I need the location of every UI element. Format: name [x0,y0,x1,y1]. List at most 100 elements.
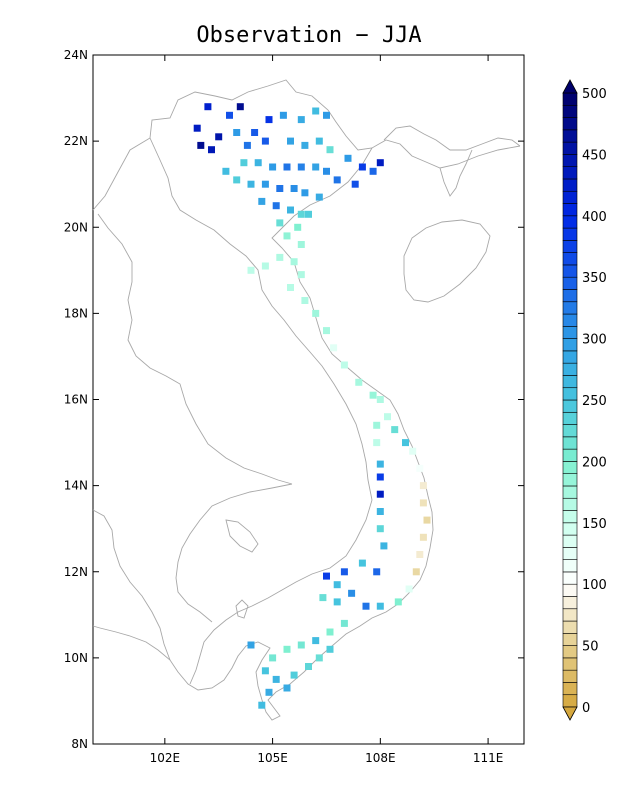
colorbar-label: 50 [582,640,599,655]
station-marker [290,258,298,266]
station-marker [376,473,384,481]
thailand-gulf-coast [92,509,171,661]
station-marker [204,103,212,111]
station-marker [193,124,201,132]
station-marker [265,688,273,696]
station-marker [287,137,294,145]
station-marker [297,210,305,218]
colorbar-segment [562,276,578,290]
station-marker [369,167,377,175]
station-marker [373,568,381,576]
colorbar-segment [562,240,578,253]
colorbar-segment [562,645,578,659]
station-marker [283,163,291,171]
station-marker [416,464,424,472]
lat-tick-label: 10N [64,651,88,665]
colorbar-segment [562,448,578,462]
station-marker [380,542,388,550]
station-marker [376,490,384,498]
colorbar-segment [562,633,578,646]
station-marker [394,598,402,606]
station-marker [373,439,381,447]
colorbar-segment [562,264,578,278]
station-marker [340,619,348,627]
station-marker [283,645,291,653]
map-title: Observation − JJA [196,23,421,48]
leizhou-peninsula [439,149,473,197]
china-south-coast [383,125,521,151]
colorbar-segment [562,682,578,696]
station-marker [402,439,409,447]
station-marker [323,167,330,175]
station-marker [258,197,266,205]
colorbar-segment [562,596,578,610]
tonle-sap [225,519,259,553]
colorbar: 0 50 100 150 200 250 300 350 400 450 500 [562,79,607,721]
colorbar-segment [562,104,578,118]
station-marker [251,129,259,136]
cambodia-border [175,483,373,685]
colorbar-segment [562,215,578,229]
station-marker [326,645,334,653]
station-marker [333,581,341,589]
station-marker [384,413,391,421]
station-marker [261,180,269,188]
station-marker [290,671,298,679]
colorbar-label: 150 [582,517,607,532]
lat-tick-label: 8N [71,737,88,751]
colorbar-max-arrow [562,79,578,94]
station-marker [272,202,280,210]
colorbar-segment [562,338,578,352]
colorbar-segment [562,301,578,315]
station-marker [254,159,262,167]
colorbar-segment [562,166,578,180]
station-marker [276,253,284,261]
station-marker [208,146,215,154]
station-marker [283,232,291,240]
map-axes: 24N 22N 20N 18N 16N 14N 12N 10N 8N 102E 105E 108E 11… [64,48,524,765]
station-marker [419,482,427,490]
station-marker [258,701,266,709]
station-marker [305,210,312,218]
station-marker [376,525,384,533]
colorbar-segment [562,227,578,241]
station-marker [294,223,302,231]
station-marker [261,667,269,675]
colorbar-segment [562,387,578,401]
map-frame [92,54,525,745]
colorbar-segment [562,436,578,450]
station-marker [247,266,255,274]
colorbar-segment [562,473,578,487]
colorbar-segment [562,657,578,671]
colorbar-label: 0 [582,701,590,716]
station-marker [305,663,312,670]
station-markers [193,103,431,709]
station-marker [319,594,327,602]
colorbar-label: 450 [582,148,607,163]
station-marker [265,116,273,124]
station-marker [376,159,384,167]
colorbar-segment [562,350,578,364]
station-marker [301,189,309,197]
station-marker [215,133,223,141]
colorbar-segment [562,424,578,438]
station-marker [301,297,309,304]
colorbar-segment [562,190,578,204]
station-marker [287,284,294,291]
station-marker [376,396,384,403]
station-marker [297,241,305,248]
station-marker [261,262,269,270]
station-marker [340,568,348,576]
colorbar-label: 200 [582,455,607,470]
colorbar-segment [562,117,578,131]
station-marker [369,391,377,399]
station-marker [233,129,241,136]
lon-tick-label: 108E [365,751,396,765]
colorbar-segment [562,141,578,155]
station-marker [355,378,363,386]
laos-border [149,137,373,501]
colorbar-label: 400 [582,210,607,225]
colorbar-segment [562,461,578,474]
station-marker [312,107,320,115]
